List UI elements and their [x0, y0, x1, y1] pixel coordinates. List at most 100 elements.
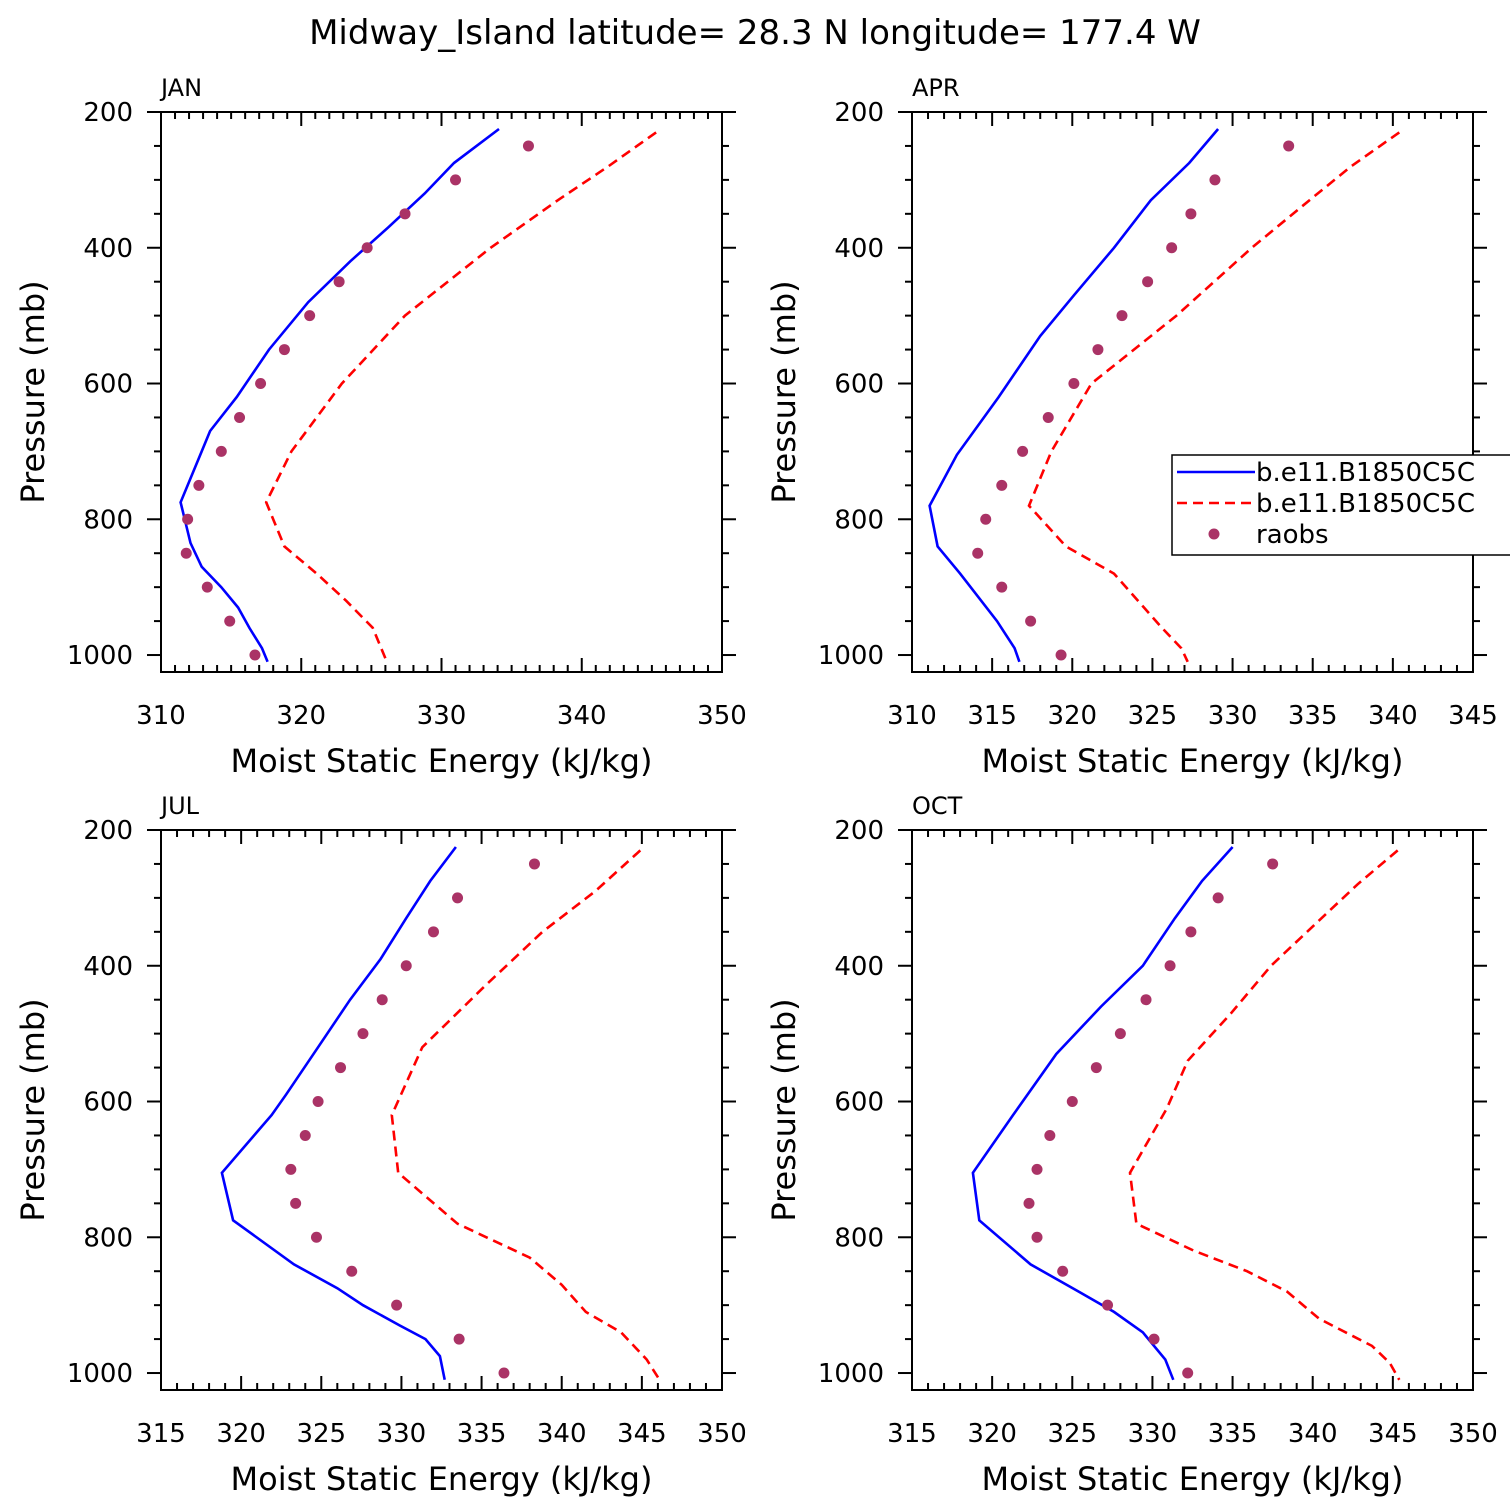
x-tick-label: 350	[1448, 1419, 1498, 1449]
raobs-point	[450, 174, 462, 186]
raobs-point	[391, 1299, 403, 1311]
x-tick-label: 335	[457, 1419, 507, 1449]
raobs-point	[215, 445, 227, 457]
x-tick-label: 315	[967, 701, 1017, 731]
series-dashed-line	[264, 131, 657, 663]
raobs-point	[1066, 1096, 1078, 1108]
raobs-point	[180, 547, 192, 559]
x-tick-label: 335	[1208, 1419, 1258, 1449]
plot-frame	[911, 111, 1474, 673]
raobs-point	[1185, 926, 1197, 938]
raobs-point	[399, 208, 411, 220]
y-tick-label: 1000	[818, 641, 884, 671]
raobs-point	[278, 344, 290, 356]
series-solid-line	[928, 128, 1220, 663]
panel-label: JUL	[159, 792, 200, 820]
raobs-point	[1166, 242, 1178, 254]
y-tick-label: 600	[83, 370, 133, 400]
y-tick-label: 400	[834, 234, 884, 264]
raobs-point	[498, 1367, 510, 1379]
x-tick-label: 325	[296, 1419, 346, 1449]
series-dashed-line	[390, 849, 661, 1381]
raobs-point	[1267, 858, 1279, 870]
x-axis-label: Moist Static Energy (kJ/kg)	[231, 742, 653, 780]
y-tick-label: 400	[83, 234, 133, 264]
legend-marker-raobs	[1208, 528, 1220, 540]
x-tick-label: 340	[537, 1419, 587, 1449]
data-layer	[928, 128, 1401, 663]
y-tick-label: 200	[83, 98, 133, 128]
raobs-point	[1092, 344, 1104, 356]
y-axis-label: Pressure (mb)	[765, 998, 803, 1221]
raobs-point	[1182, 1367, 1194, 1379]
raobs-point	[299, 1129, 311, 1141]
legend-entry-label: raobs	[1256, 520, 1329, 550]
raobs-point	[1044, 1129, 1056, 1141]
panel-label: APR	[912, 74, 960, 102]
x-tick-label: 325	[1128, 701, 1178, 731]
raobs-point	[1209, 174, 1221, 186]
plot-frame	[160, 829, 723, 1391]
series-solid-line	[179, 127, 500, 663]
raobs-point	[255, 378, 267, 390]
series-dashed-line	[1027, 131, 1401, 663]
raobs-point	[522, 140, 534, 152]
raobs-point	[1148, 1333, 1160, 1345]
raobs-point	[310, 1231, 322, 1243]
raobs-point	[290, 1197, 302, 1209]
raobs-point	[201, 581, 213, 593]
raobs-point	[234, 411, 246, 423]
raobs-point	[182, 513, 194, 525]
raobs-point	[1116, 310, 1128, 322]
x-tick-label: 315	[136, 1419, 186, 1449]
raobs-point	[376, 994, 388, 1006]
y-axis-label: Pressure (mb)	[14, 280, 52, 503]
raobs-point	[335, 1062, 347, 1074]
x-tick-label: 330	[377, 1419, 427, 1449]
y-tick-label: 200	[834, 816, 884, 846]
raobs-point	[1164, 960, 1176, 972]
y-tick-label: 200	[83, 816, 133, 846]
x-tick-label: 310	[887, 701, 937, 731]
raobs-point	[1102, 1299, 1114, 1311]
x-tick-label: 340	[1368, 701, 1418, 731]
x-tick-label: 315	[887, 1419, 937, 1449]
raobs-point	[1057, 1265, 1069, 1277]
x-tick-label: 340	[557, 701, 607, 731]
raobs-point	[1090, 1062, 1102, 1074]
raobs-point	[528, 858, 540, 870]
x-axis-label: Moist Static Energy (kJ/kg)	[982, 1460, 1404, 1498]
data-layer	[971, 846, 1401, 1381]
raobs-point	[224, 615, 236, 627]
raobs-point	[346, 1265, 358, 1277]
y-tick-label: 600	[83, 1088, 133, 1118]
x-tick-label: 330	[1208, 701, 1258, 731]
x-tick-label: 310	[136, 701, 186, 731]
raobs-point	[972, 547, 984, 559]
raobs-point	[193, 479, 205, 491]
x-tick-label: 345	[1368, 1419, 1418, 1449]
raobs-point	[333, 276, 345, 288]
y-tick-label: 400	[83, 952, 133, 982]
x-tick-label: 345	[617, 1419, 667, 1449]
y-axis-label: Pressure (mb)	[765, 280, 803, 503]
x-axis-label: Moist Static Energy (kJ/kg)	[982, 742, 1404, 780]
y-tick-label: 600	[834, 1088, 884, 1118]
panel-jul: JUL 315 320 325 330 335 340 345 350 200 400 600 800 1…	[14, 792, 747, 1498]
raobs-point	[1023, 1197, 1035, 1209]
x-tick-label: 350	[697, 1419, 747, 1449]
y-tick-label: 800	[83, 505, 133, 535]
raobs-point	[1017, 445, 1029, 457]
panel-label: JAN	[159, 74, 202, 102]
x-tick-label: 325	[1047, 1419, 1097, 1449]
panel-label: OCT	[912, 792, 963, 820]
raobs-point	[249, 649, 261, 661]
panel-jan: JAN 310 320 330 340 350 200 400 600 800 1000 Moist …	[14, 74, 747, 780]
raobs-point	[1055, 649, 1067, 661]
raobs-point	[980, 513, 992, 525]
raobs-point	[427, 926, 439, 938]
raobs-point	[452, 892, 464, 904]
raobs-point	[1140, 994, 1152, 1006]
